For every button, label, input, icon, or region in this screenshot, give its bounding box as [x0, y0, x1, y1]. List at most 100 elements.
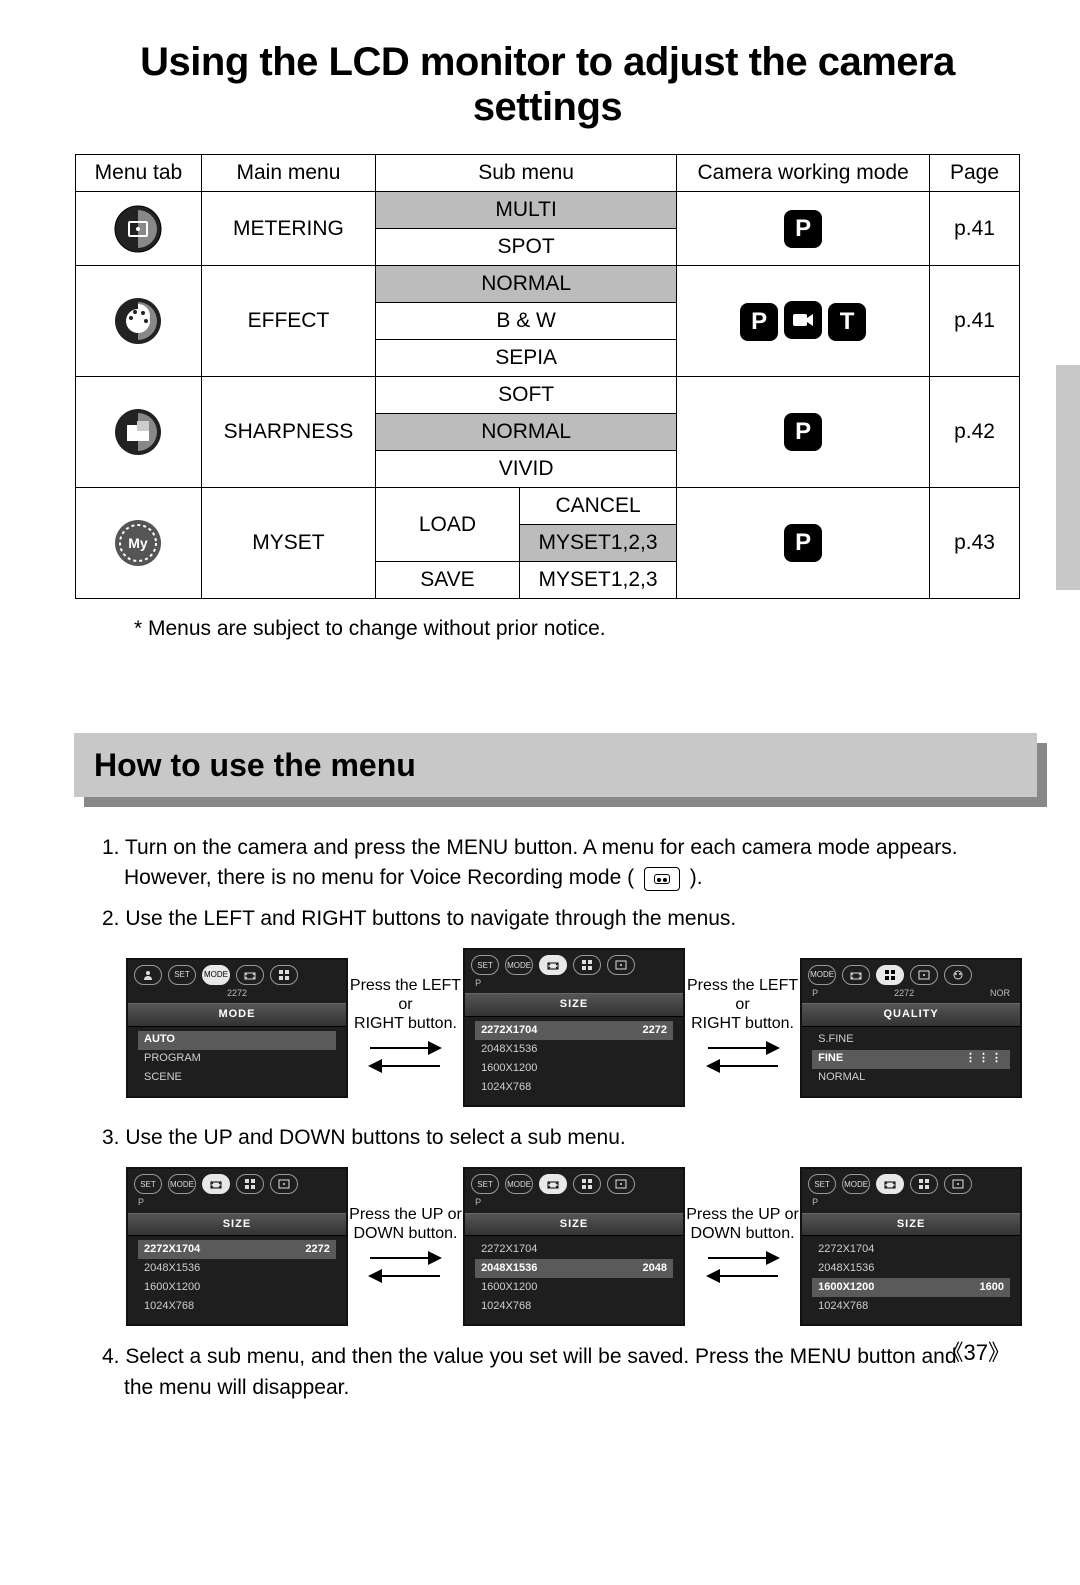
lcd-item: PROGRAM	[138, 1050, 336, 1069]
lcd-title: SIZE	[128, 1213, 346, 1237]
lcd-tab-effect	[944, 965, 972, 985]
lcd-tab-size	[202, 1174, 230, 1194]
lcd-tab-meter	[270, 1174, 298, 1194]
th-mainmenu: Main menu	[201, 155, 375, 192]
myset-icon: My	[76, 488, 202, 599]
sub-LOAD: LOAD	[376, 488, 520, 562]
mode-badge-P: P	[740, 303, 778, 341]
effect-icon	[76, 266, 202, 377]
lcd-tab-SET: SET	[471, 955, 499, 975]
section-heading: How to use the menu	[70, 733, 1025, 805]
lcd-tab-MODE: MODE	[842, 1174, 870, 1194]
lcd-tab-size	[539, 1174, 567, 1194]
step-1: 1. Turn on the camera and press the MENU…	[102, 833, 1022, 894]
page-cell: p.41	[930, 266, 1020, 377]
lcd-tab-grid	[236, 1174, 264, 1194]
sub-VIVID: VIVID	[376, 451, 677, 488]
lcd-screenshot: SETMODE P SIZE 2272X17042048X15362048160…	[463, 1167, 685, 1326]
lcd-tab-meter	[607, 1174, 635, 1194]
th-page: Page	[930, 155, 1020, 192]
lcd-item: 2272X17042272	[138, 1240, 336, 1259]
arrow-column: Press the UP orDOWN button.	[348, 1205, 463, 1289]
page-cell: p.42	[930, 377, 1020, 488]
lcd-title: SIZE	[465, 1213, 683, 1237]
lcd-tab-person	[134, 965, 162, 985]
sub-SEPIA: SEPIA	[376, 340, 677, 377]
main-MYSET: MYSET	[201, 488, 375, 599]
mode-badge-P: P	[784, 524, 822, 562]
lcd-tab-MODE: MODE	[202, 965, 230, 985]
step-3: 3. Use the UP and DOWN buttons to select…	[102, 1123, 1022, 1153]
footnote: * Menus are subject to change without pr…	[134, 617, 1025, 641]
lcd-tab-SET: SET	[134, 1174, 162, 1194]
sub-NORMAL: NORMAL	[376, 414, 677, 451]
lcd-tab-SET: SET	[168, 965, 196, 985]
sub-B & W: B & W	[376, 303, 677, 340]
mode-cell: P	[677, 377, 930, 488]
lcd-tab-size	[876, 1174, 904, 1194]
lcd-item: 2272X17042272	[475, 1021, 673, 1040]
lcd-tab-size	[842, 965, 870, 985]
lcd-screenshot: SETMODE P SIZE 2272X170422722048X1536160…	[463, 948, 685, 1107]
lcd-item: 1024X768	[812, 1297, 1010, 1316]
lcd-item: 1024X768	[138, 1297, 336, 1316]
svg-text:My: My	[129, 535, 149, 551]
sub-MYSET1,2,3: MYSET1,2,3	[519, 525, 676, 562]
mode-cell: P	[677, 192, 930, 266]
main-METERING: METERING	[201, 192, 375, 266]
movie-mode-icon	[784, 301, 822, 339]
lcd-item: 1600X1200	[138, 1278, 336, 1297]
lcd-screenshot: MODE P2272NOR QUALITY S.FINEFINE⋮⋮⋮NORMA…	[800, 958, 1022, 1098]
lcd-tab-SET: SET	[471, 1174, 499, 1194]
lcd-row-1: SETMODE 2272 MODE AUTOPROGRAMSCENE Press…	[126, 948, 1022, 1107]
step-2: 2. Use the LEFT and RIGHT buttons to nav…	[102, 904, 1022, 934]
page-cell: p.43	[930, 488, 1020, 599]
th-menutab: Menu tab	[76, 155, 202, 192]
lcd-title: SIZE	[465, 993, 683, 1017]
lcd-item: 1600X1200	[475, 1059, 673, 1078]
lcd-title: QUALITY	[802, 1003, 1020, 1027]
lcd-item: 1600X1200	[475, 1278, 673, 1297]
lcd-tab-MODE: MODE	[808, 965, 836, 985]
main-SHARPNESS: SHARPNESS	[201, 377, 375, 488]
voice-recording-icon	[644, 867, 680, 891]
lcd-item: 2272X1704	[475, 1240, 673, 1259]
lcd-tab-meter	[607, 955, 635, 975]
lcd-item: 1024X768	[475, 1297, 673, 1316]
step-4: 4. Select a sub menu, and then the value…	[102, 1342, 1022, 1403]
lcd-tab-meter	[910, 965, 938, 985]
page-number: 《37》	[928, 1335, 1010, 1367]
lcd-item: S.FINE	[812, 1031, 1010, 1050]
lcd-item: NORMAL	[812, 1069, 1010, 1088]
arrow-column: Press the LEFT orRIGHT button.	[348, 976, 463, 1080]
page-cell: p.41	[930, 192, 1020, 266]
lcd-tab-grid	[270, 965, 298, 985]
sub-CANCEL: CANCEL	[519, 488, 676, 525]
lcd-tab-MODE: MODE	[168, 1174, 196, 1194]
lcd-tab-MODE: MODE	[505, 955, 533, 975]
lcd-tab-grid	[573, 1174, 601, 1194]
lcd-screenshot: SETMODE P SIZE 2272X170422722048X1536160…	[126, 1167, 348, 1326]
lcd-item: 2048X15362048	[475, 1259, 673, 1278]
lcd-title: SIZE	[802, 1213, 1020, 1237]
lcd-tab-size	[539, 955, 567, 975]
lcd-tab-MODE: MODE	[505, 1174, 533, 1194]
lcd-item: 1024X768	[475, 1078, 673, 1097]
lcd-screenshot: SETMODE P SIZE 2272X17042048X15361600X12…	[800, 1167, 1022, 1326]
lcd-item: SCENE	[138, 1069, 336, 1088]
mode-cell: PT	[677, 266, 930, 377]
sub-SOFT: SOFT	[376, 377, 677, 414]
lcd-item: 2048X1536	[812, 1259, 1010, 1278]
sharpness-icon	[76, 377, 202, 488]
lcd-screenshot: SETMODE 2272 MODE AUTOPROGRAMSCENE	[126, 958, 348, 1098]
metering-icon	[76, 192, 202, 266]
lcd-tab-SET: SET	[808, 1174, 836, 1194]
main-EFFECT: EFFECT	[201, 266, 375, 377]
lcd-tab-size	[236, 965, 264, 985]
lcd-item: 2272X1704	[812, 1240, 1010, 1259]
lcd-row-2: SETMODE P SIZE 2272X170422722048X1536160…	[126, 1167, 1022, 1326]
sub-MULTI: MULTI	[376, 192, 677, 229]
lcd-tab-grid	[573, 955, 601, 975]
lcd-item: 1600X12001600	[812, 1278, 1010, 1297]
mode-cell: P	[677, 488, 930, 599]
